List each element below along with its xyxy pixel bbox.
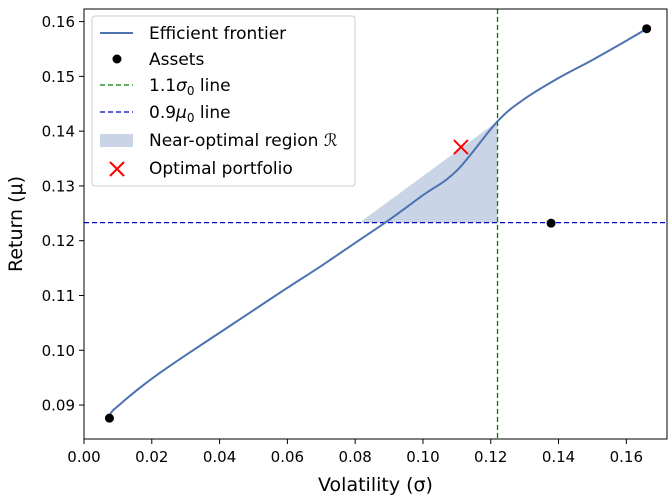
legend-frontier-label: Efficient frontier [149,24,286,44]
x-axis-ticks: 0.00 0.02 0.04 0.06 0.08 0.10 0.12 0.14 0.16 [67,439,643,466]
legend-assets-swatch [112,54,122,64]
x-tick-label: 0.08 [338,448,371,466]
x-tick-label: 0.16 [610,448,643,466]
optimal-marker-stroke-b [453,139,469,155]
x-tick-label: 0.02 [135,448,168,466]
near-optimal-region [359,121,498,223]
y-tick-label: 0.10 [42,342,75,360]
efficient-frontier-line [108,27,648,418]
asset-point-3 [642,24,652,34]
x-tick-label: 0.10 [406,448,439,466]
legend-region-swatch [100,134,133,147]
plot-area [84,9,667,439]
y-tick-label: 0.14 [42,123,75,141]
x-tick-label: 0.00 [67,448,100,466]
x-tick-label: 0.06 [271,448,304,466]
x-tick-label: 0.12 [474,448,507,466]
optimal-portfolio-marker [453,139,469,155]
legend-assets-label: Assets [149,50,204,70]
legend-sigma-label: 1.1σ0 line [149,76,231,98]
x-tick-label: 0.14 [542,448,575,466]
x-tick-label: 0.04 [203,448,236,466]
plot-frame [83,8,668,440]
legend-region-label: Near-optimal region ℛ [149,131,337,151]
y-tick-label: 0.11 [42,287,75,305]
y-tick-label: 0.16 [42,13,75,31]
asset-points [104,24,652,423]
y-tick-label: 0.09 [42,397,75,415]
asset-point-2 [546,218,556,228]
legend-mu-label: 0.9μ0 line [149,103,231,125]
asset-point-1 [104,413,114,423]
legend-optimal-label: Optimal portfolio [149,159,293,179]
y-tick-label: 0.15 [42,68,75,86]
x-axis-label: Volatility (σ) [318,474,433,496]
legend-optimal-swatch [109,161,125,177]
y-axis-label: Return (μ) [5,176,27,272]
y-tick-label: 0.12 [42,232,75,250]
y-axis-ticks: 0.09 0.10 0.11 0.12 0.13 0.14 0.15 0.16 [42,13,84,415]
legend-optimal-stroke-b [109,161,125,177]
legend: Efficient frontier Assets 1.1σ0 line 0.9… [91,15,356,187]
legend-frame [91,15,356,187]
y-tick-label: 0.13 [42,177,75,195]
